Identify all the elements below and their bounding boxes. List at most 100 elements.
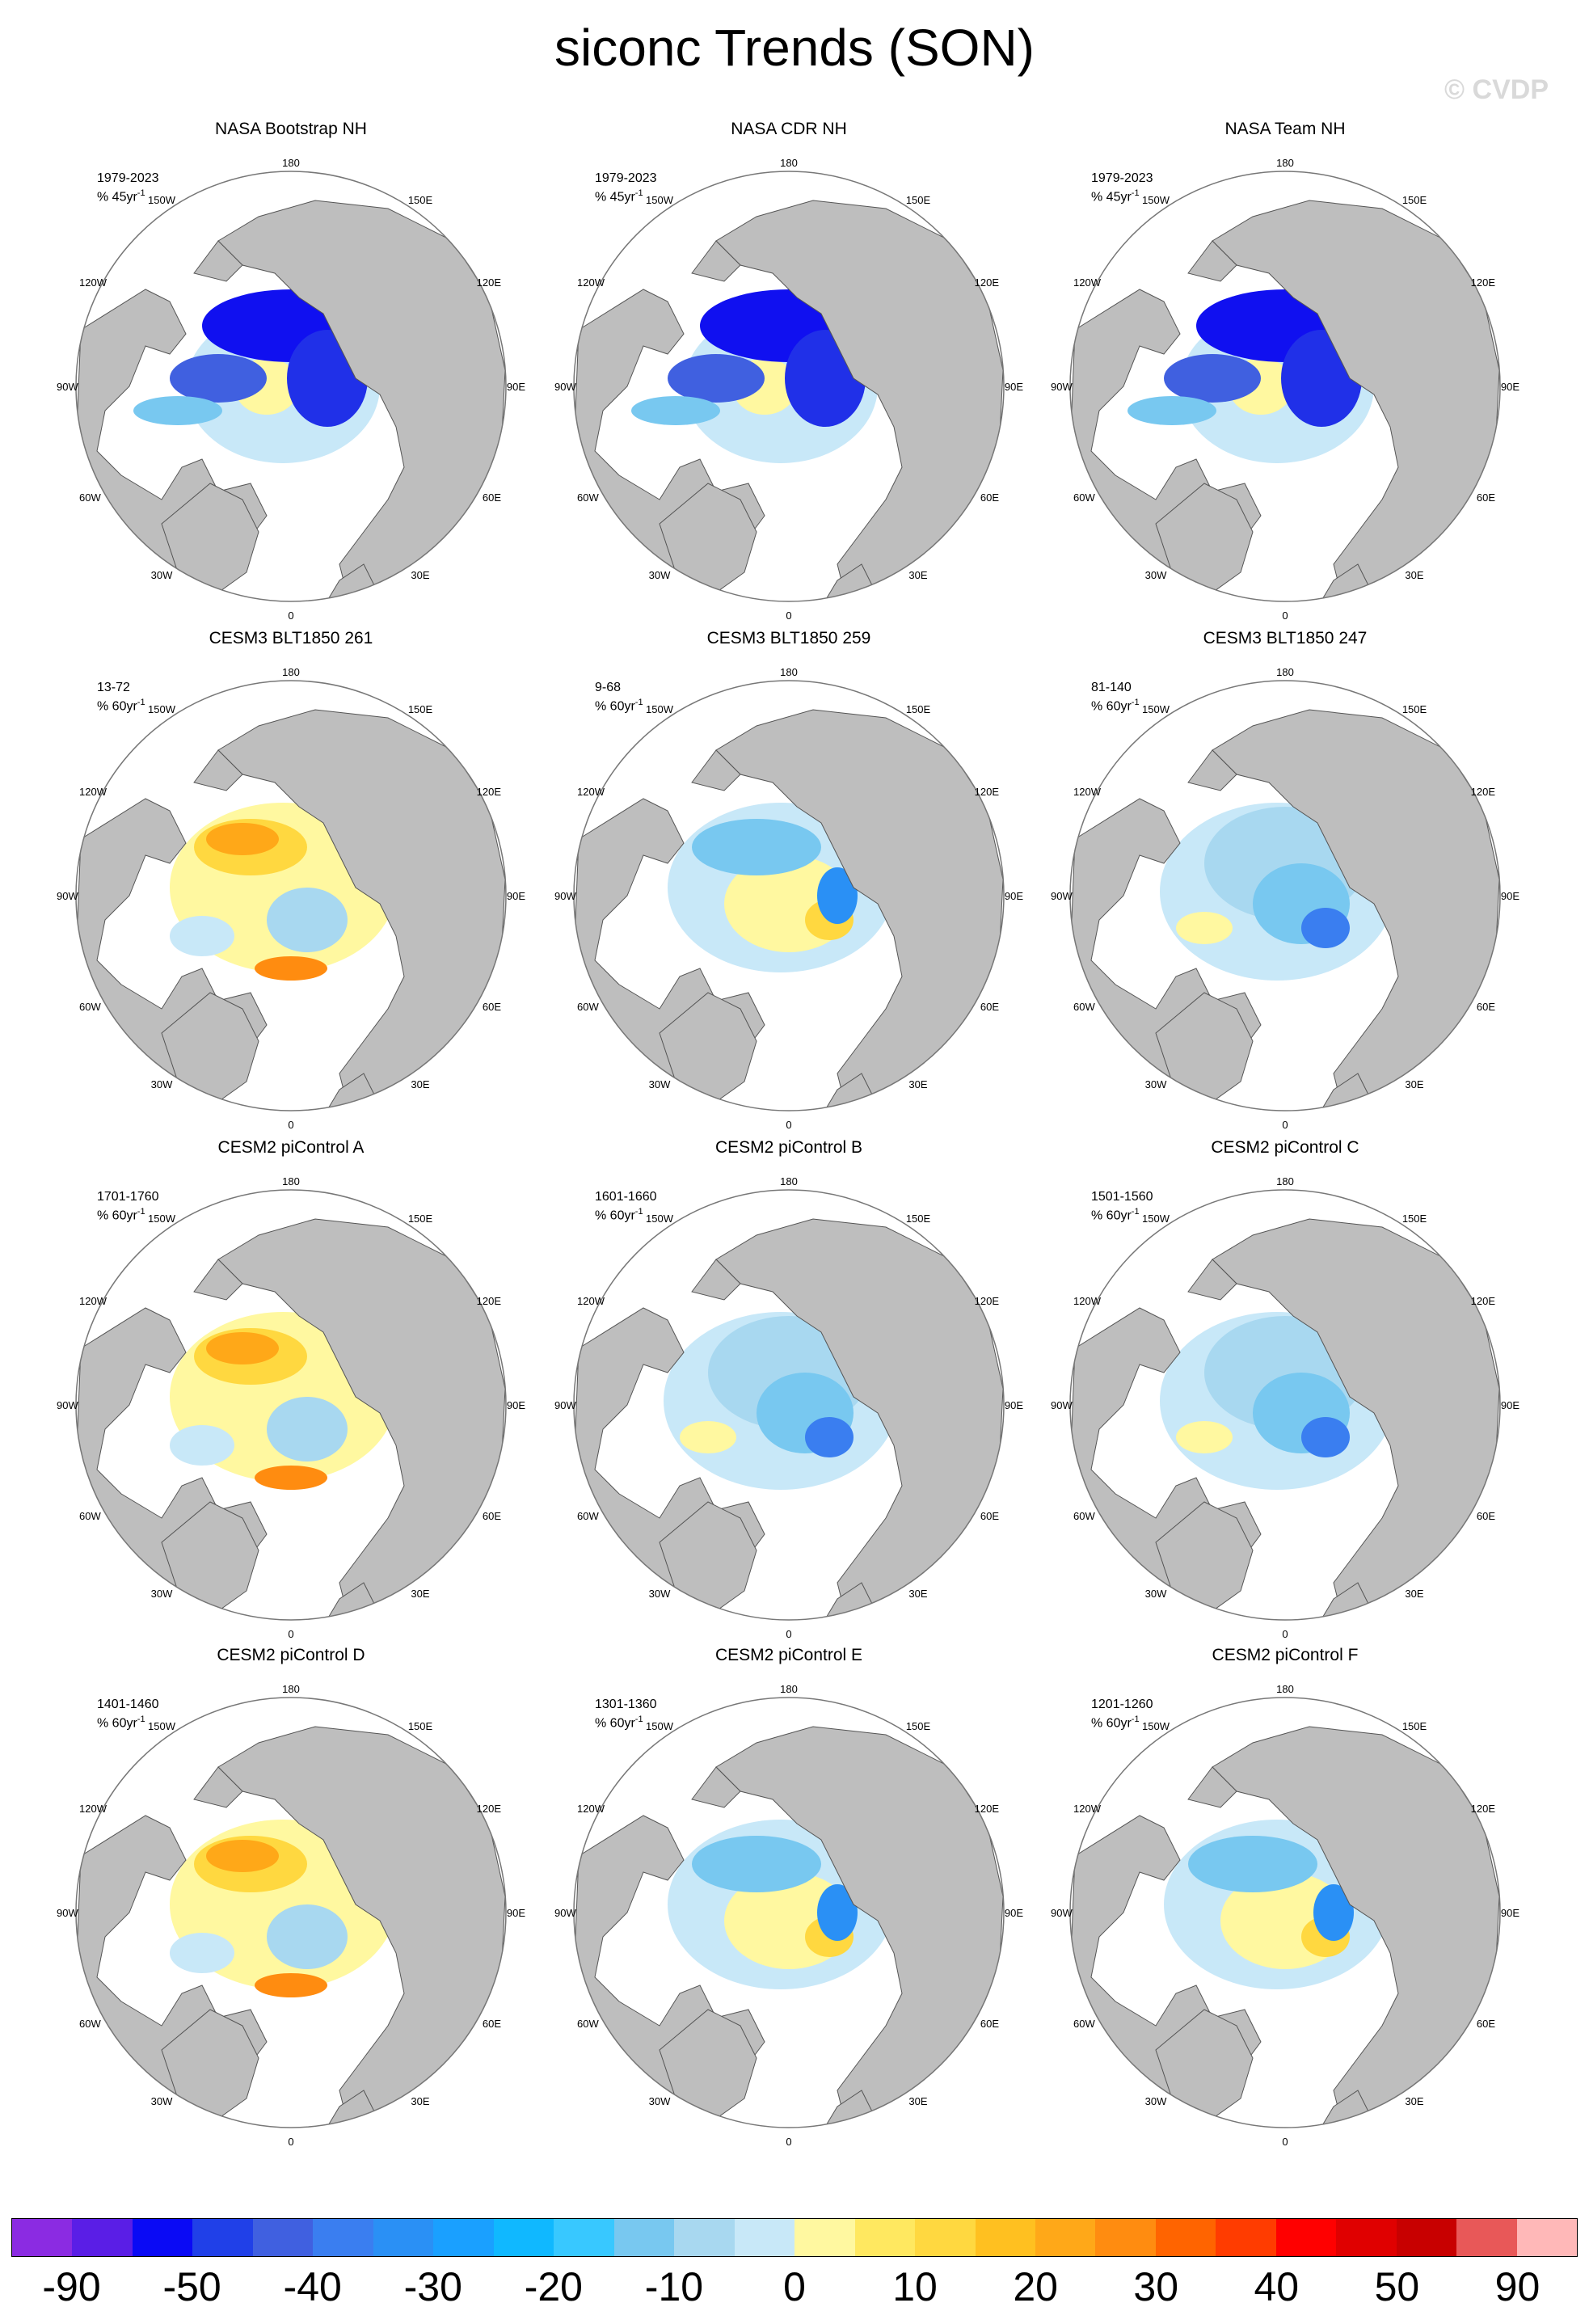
longitude-label: 30E [1405, 2095, 1423, 2107]
unit-text: % 60yr [1091, 1208, 1132, 1223]
colorbar-swatch [433, 2219, 494, 2256]
period-label: 1501-1560 [1091, 1190, 1153, 1204]
panel-title: CESM3 BLT1850 247 [1203, 629, 1368, 647]
longitude-label: 60W [1073, 1001, 1095, 1013]
longitude-label: 90E [507, 381, 525, 393]
longitude-label: 0 [786, 2136, 791, 2148]
unit-text: % 60yr [1091, 699, 1132, 714]
panel-title: NASA Bootstrap NH [215, 120, 367, 138]
longitude-label: 180 [1276, 1683, 1294, 1695]
longitude-label: 90W [1051, 381, 1073, 393]
longitude-label: 30E [1405, 569, 1423, 581]
colorbar-tick-label: -50 [162, 2264, 221, 2309]
longitude-label: 30W [649, 569, 671, 581]
colorbar-tick-label: 40 [1254, 2264, 1300, 2309]
map-boundary [573, 1697, 1005, 2128]
panel-title: CESM2 piControl E [714, 1646, 863, 1664]
colorbar-swatch [72, 2219, 133, 2256]
polar-map: 180 0 90W 90E 150W 120W 60W 30W 150E 120E 60E 30E [1051, 157, 1519, 622]
longitude-label: 60W [1073, 1510, 1095, 1522]
map-panel: CESM3 BLT1850 247 180 0 90W 90E 150W 120W 60W 30… [1043, 629, 1528, 1131]
longitude-label: 120E [1471, 786, 1496, 798]
longitude-label: 90W [57, 890, 78, 902]
longitude-label: 90E [1501, 381, 1519, 393]
longitude-label: 60E [1477, 2018, 1495, 2030]
longitude-label: 90W [554, 1399, 576, 1411]
trend-region [692, 1836, 821, 1892]
colorbar-swatch [1336, 2219, 1397, 2256]
colorbar-swatch [674, 2219, 735, 2256]
colorbar-tick-label: -20 [524, 2264, 583, 2309]
longitude-label: 150E [1402, 1720, 1427, 1732]
longitude-label: 30E [908, 1078, 927, 1090]
trend-region [267, 1904, 348, 1969]
map-panel: CESM2 piControl B 180 0 90W 90E 150W 120W 60W 30… [546, 1138, 1031, 1640]
longitude-label: 60E [1477, 491, 1495, 504]
polar-map: 180 0 90W 90E 150W 120W 60W 30W 150E 120E 60E 30E [554, 1175, 1023, 1640]
longitude-label: 90E [507, 1399, 525, 1411]
polar-map: 180 0 90W 90E 150W 120W 60W 30W 150E 120E 60E 30E [57, 1683, 525, 2148]
longitude-label: 60E [483, 2018, 501, 2030]
longitude-label: 30W [151, 1078, 173, 1090]
land-mass [193, 1259, 243, 1301]
trend-region [255, 956, 327, 981]
longitude-label: 120W [577, 1803, 605, 1815]
unit-label: % 60yr-1 [1091, 1204, 1140, 1223]
unit-exponent: -1 [137, 698, 145, 707]
longitude-label: 30E [1405, 1588, 1423, 1600]
longitude-label: 30E [411, 1588, 429, 1600]
map-boundary [75, 680, 507, 1111]
longitude-label: 150W [1142, 194, 1170, 206]
longitude-label: 0 [288, 1628, 293, 1640]
map-boundary [1069, 1189, 1501, 1621]
land-mass [193, 749, 243, 791]
longitude-label: 90W [57, 1907, 78, 1919]
longitude-label: 60W [1073, 491, 1095, 504]
trend-region [1301, 908, 1350, 948]
longitude-label: 120E [975, 1803, 1000, 1815]
longitude-label: 120W [577, 1295, 605, 1307]
trend-region [1164, 354, 1261, 403]
longitude-label: 30W [151, 2095, 173, 2107]
colorbar-swatch [192, 2219, 253, 2256]
longitude-label: 150W [646, 1213, 674, 1225]
longitude-label: 120E [1471, 276, 1496, 289]
unit-exponent: -1 [1131, 1207, 1140, 1217]
longitude-label: 150W [148, 1213, 176, 1225]
trend-region [1188, 1836, 1317, 1892]
longitude-label: 0 [786, 1119, 791, 1131]
longitude-label: 120W [79, 276, 107, 289]
longitude-label: 60E [980, 491, 999, 504]
longitude-label: 90E [1005, 381, 1023, 393]
longitude-label: 150W [148, 703, 176, 715]
longitude-label: 30W [1145, 1078, 1167, 1090]
longitude-label: 90W [57, 1399, 78, 1411]
trend-region [1301, 1417, 1350, 1457]
longitude-label: 120E [1471, 1803, 1496, 1815]
colorbar-swatch [854, 2219, 916, 2256]
colorbar-swatch [554, 2219, 614, 2256]
longitude-label: 90W [554, 381, 576, 393]
longitude-label: 0 [786, 609, 791, 622]
longitude-label: 60E [980, 1001, 999, 1013]
longitude-label: 90W [1051, 1907, 1073, 1919]
unit-label: % 45yr-1 [1091, 186, 1140, 205]
period-label: 81-140 [1091, 681, 1132, 694]
panel-title: CESM2 piControl F [1212, 1646, 1359, 1664]
trend-region [805, 1417, 854, 1457]
unit-label: % 60yr-1 [595, 695, 643, 714]
land-mass [193, 1766, 243, 1808]
colorbar-swatch [1516, 2219, 1578, 2256]
period-label: 1701-1760 [97, 1190, 159, 1204]
period-label: 1601-1660 [595, 1190, 657, 1204]
trend-region [170, 1425, 234, 1466]
period-label: 1979-2023 [1091, 171, 1153, 185]
longitude-label: 150E [906, 1720, 931, 1732]
cvdp-watermark: © CVDP [1444, 74, 1549, 105]
longitude-label: 120W [1073, 1803, 1102, 1815]
land-mass [1187, 240, 1237, 282]
longitude-label: 90E [507, 890, 525, 902]
map-panel: NASA Team NH 180 0 90W 90E 150W 120W 60W 30W 150E… [1043, 120, 1528, 622]
colorbar-swatch [1035, 2219, 1096, 2256]
period-label: 9-68 [595, 681, 622, 694]
